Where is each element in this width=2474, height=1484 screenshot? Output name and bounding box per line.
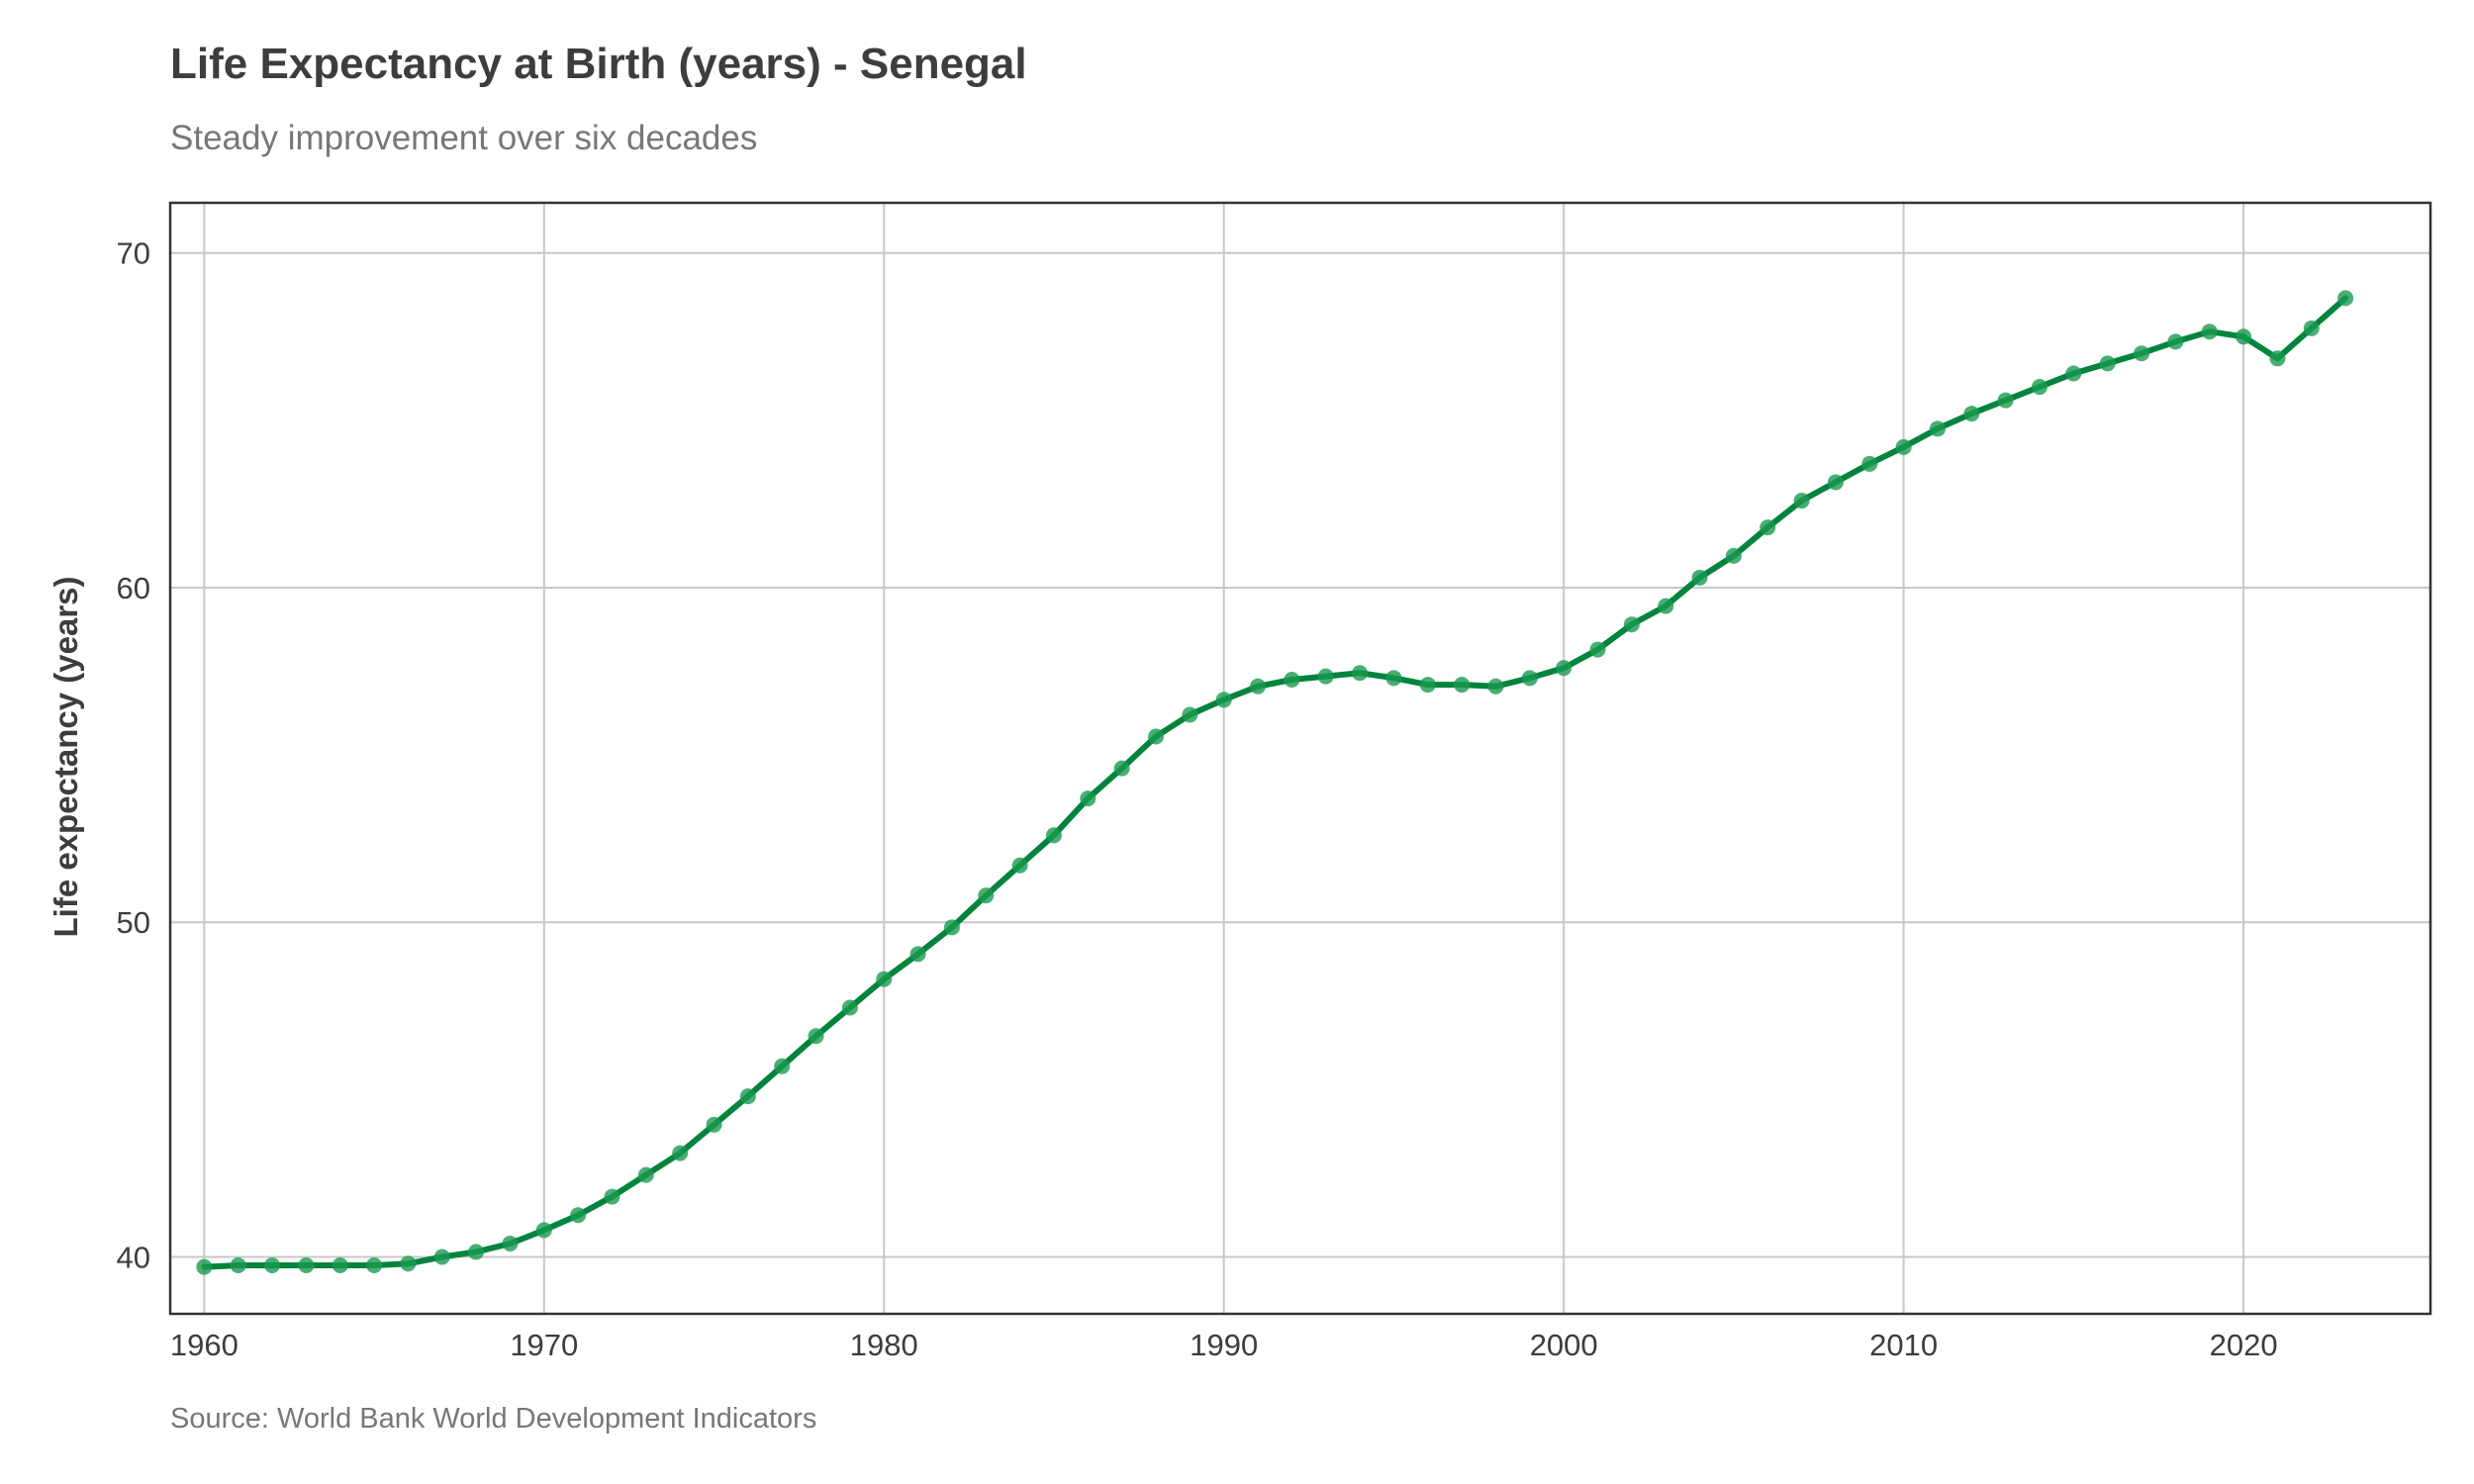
data-point (1385, 670, 1402, 687)
data-point (739, 1088, 756, 1105)
data-point (1556, 660, 1572, 677)
data-point (2099, 355, 2116, 372)
data-point (1793, 493, 1810, 510)
data-point (1284, 672, 1300, 689)
data-point (1454, 677, 1471, 694)
data-point (672, 1145, 689, 1161)
data-point (2236, 328, 2252, 345)
y-tick-label: 70 (117, 236, 150, 271)
data-point (1589, 641, 1606, 658)
data-point (230, 1256, 246, 1273)
data-point (2201, 324, 2218, 340)
data-point (1317, 668, 1334, 685)
data-point (978, 887, 995, 904)
data-point (604, 1188, 620, 1205)
data-point (2134, 345, 2150, 362)
data-point (570, 1207, 587, 1224)
chart-subtitle: Steady improvement over six decades (170, 119, 758, 157)
data-point (1725, 547, 1742, 564)
data-point (2269, 350, 2286, 367)
data-point (1521, 670, 1538, 687)
data-point (1080, 790, 1096, 807)
data-point (1895, 438, 1912, 455)
data-point (332, 1256, 348, 1273)
data-point (1215, 692, 1232, 708)
data-point (1148, 728, 1165, 745)
data-point (1419, 677, 1436, 694)
data-point (264, 1256, 281, 1273)
data-point (400, 1255, 417, 1272)
data-point (637, 1166, 654, 1183)
data-point (1352, 665, 1369, 682)
data-point (1997, 392, 2014, 409)
y-tick-label: 60 (117, 571, 150, 605)
data-point (841, 999, 858, 1016)
chart-title: Life Expectancy at Birth (years) - Seneg… (170, 40, 1027, 88)
x-tick-label: 1960 (170, 1328, 238, 1362)
data-point (502, 1235, 519, 1252)
x-tick-label: 2010 (1869, 1328, 1938, 1362)
x-axis-ticks: 1960 1970 1980 1990 2000 2010 2020 (170, 1328, 2278, 1362)
data-point (909, 946, 926, 963)
data-point (1623, 616, 1640, 633)
source-caption: Source: World Bank World Development Ind… (170, 1403, 817, 1435)
data-point (1658, 598, 1674, 614)
x-tick-label: 2020 (2210, 1328, 2278, 1362)
data-point (535, 1222, 552, 1239)
data-point (433, 1249, 450, 1265)
data-point (196, 1258, 213, 1275)
data-point (943, 919, 960, 936)
plot-frame (168, 201, 2432, 1316)
x-tick-label: 1970 (510, 1328, 578, 1362)
data-series (196, 290, 2354, 1275)
data-point (1011, 857, 1028, 874)
data-point (1827, 474, 1844, 491)
data-point (1963, 406, 1980, 422)
data-point (1113, 760, 1130, 777)
data-point (1691, 569, 1708, 586)
data-point (774, 1058, 791, 1074)
data-point (2065, 365, 2082, 382)
data-point (1182, 706, 1198, 723)
data-point (1929, 420, 1946, 437)
data-point (366, 1256, 383, 1273)
data-point (1487, 678, 1504, 695)
data-point (1760, 519, 1776, 536)
data-point (2032, 379, 2048, 396)
data-point (808, 1028, 824, 1045)
data-point (1045, 827, 1062, 844)
x-tick-label: 1990 (1189, 1328, 1258, 1362)
y-tick-label: 50 (117, 905, 150, 940)
data-point (1250, 678, 1267, 695)
x-tick-label: 1980 (850, 1328, 918, 1362)
y-axis-ticks: 40 50 60 70 (117, 236, 150, 1275)
data-point (876, 971, 893, 987)
y-axis-title: Life expectancy (years) (48, 576, 84, 937)
data-point (468, 1244, 485, 1260)
series-line (201, 295, 2349, 1270)
x-tick-label: 2000 (1530, 1328, 1598, 1362)
data-point (706, 1116, 722, 1133)
data-point (2167, 333, 2184, 350)
data-point (298, 1256, 315, 1273)
gridlines (170, 203, 2430, 1314)
data-point (2303, 320, 2320, 336)
data-point (1861, 455, 1878, 472)
y-tick-label: 40 (117, 1240, 150, 1274)
data-point (2337, 290, 2354, 307)
